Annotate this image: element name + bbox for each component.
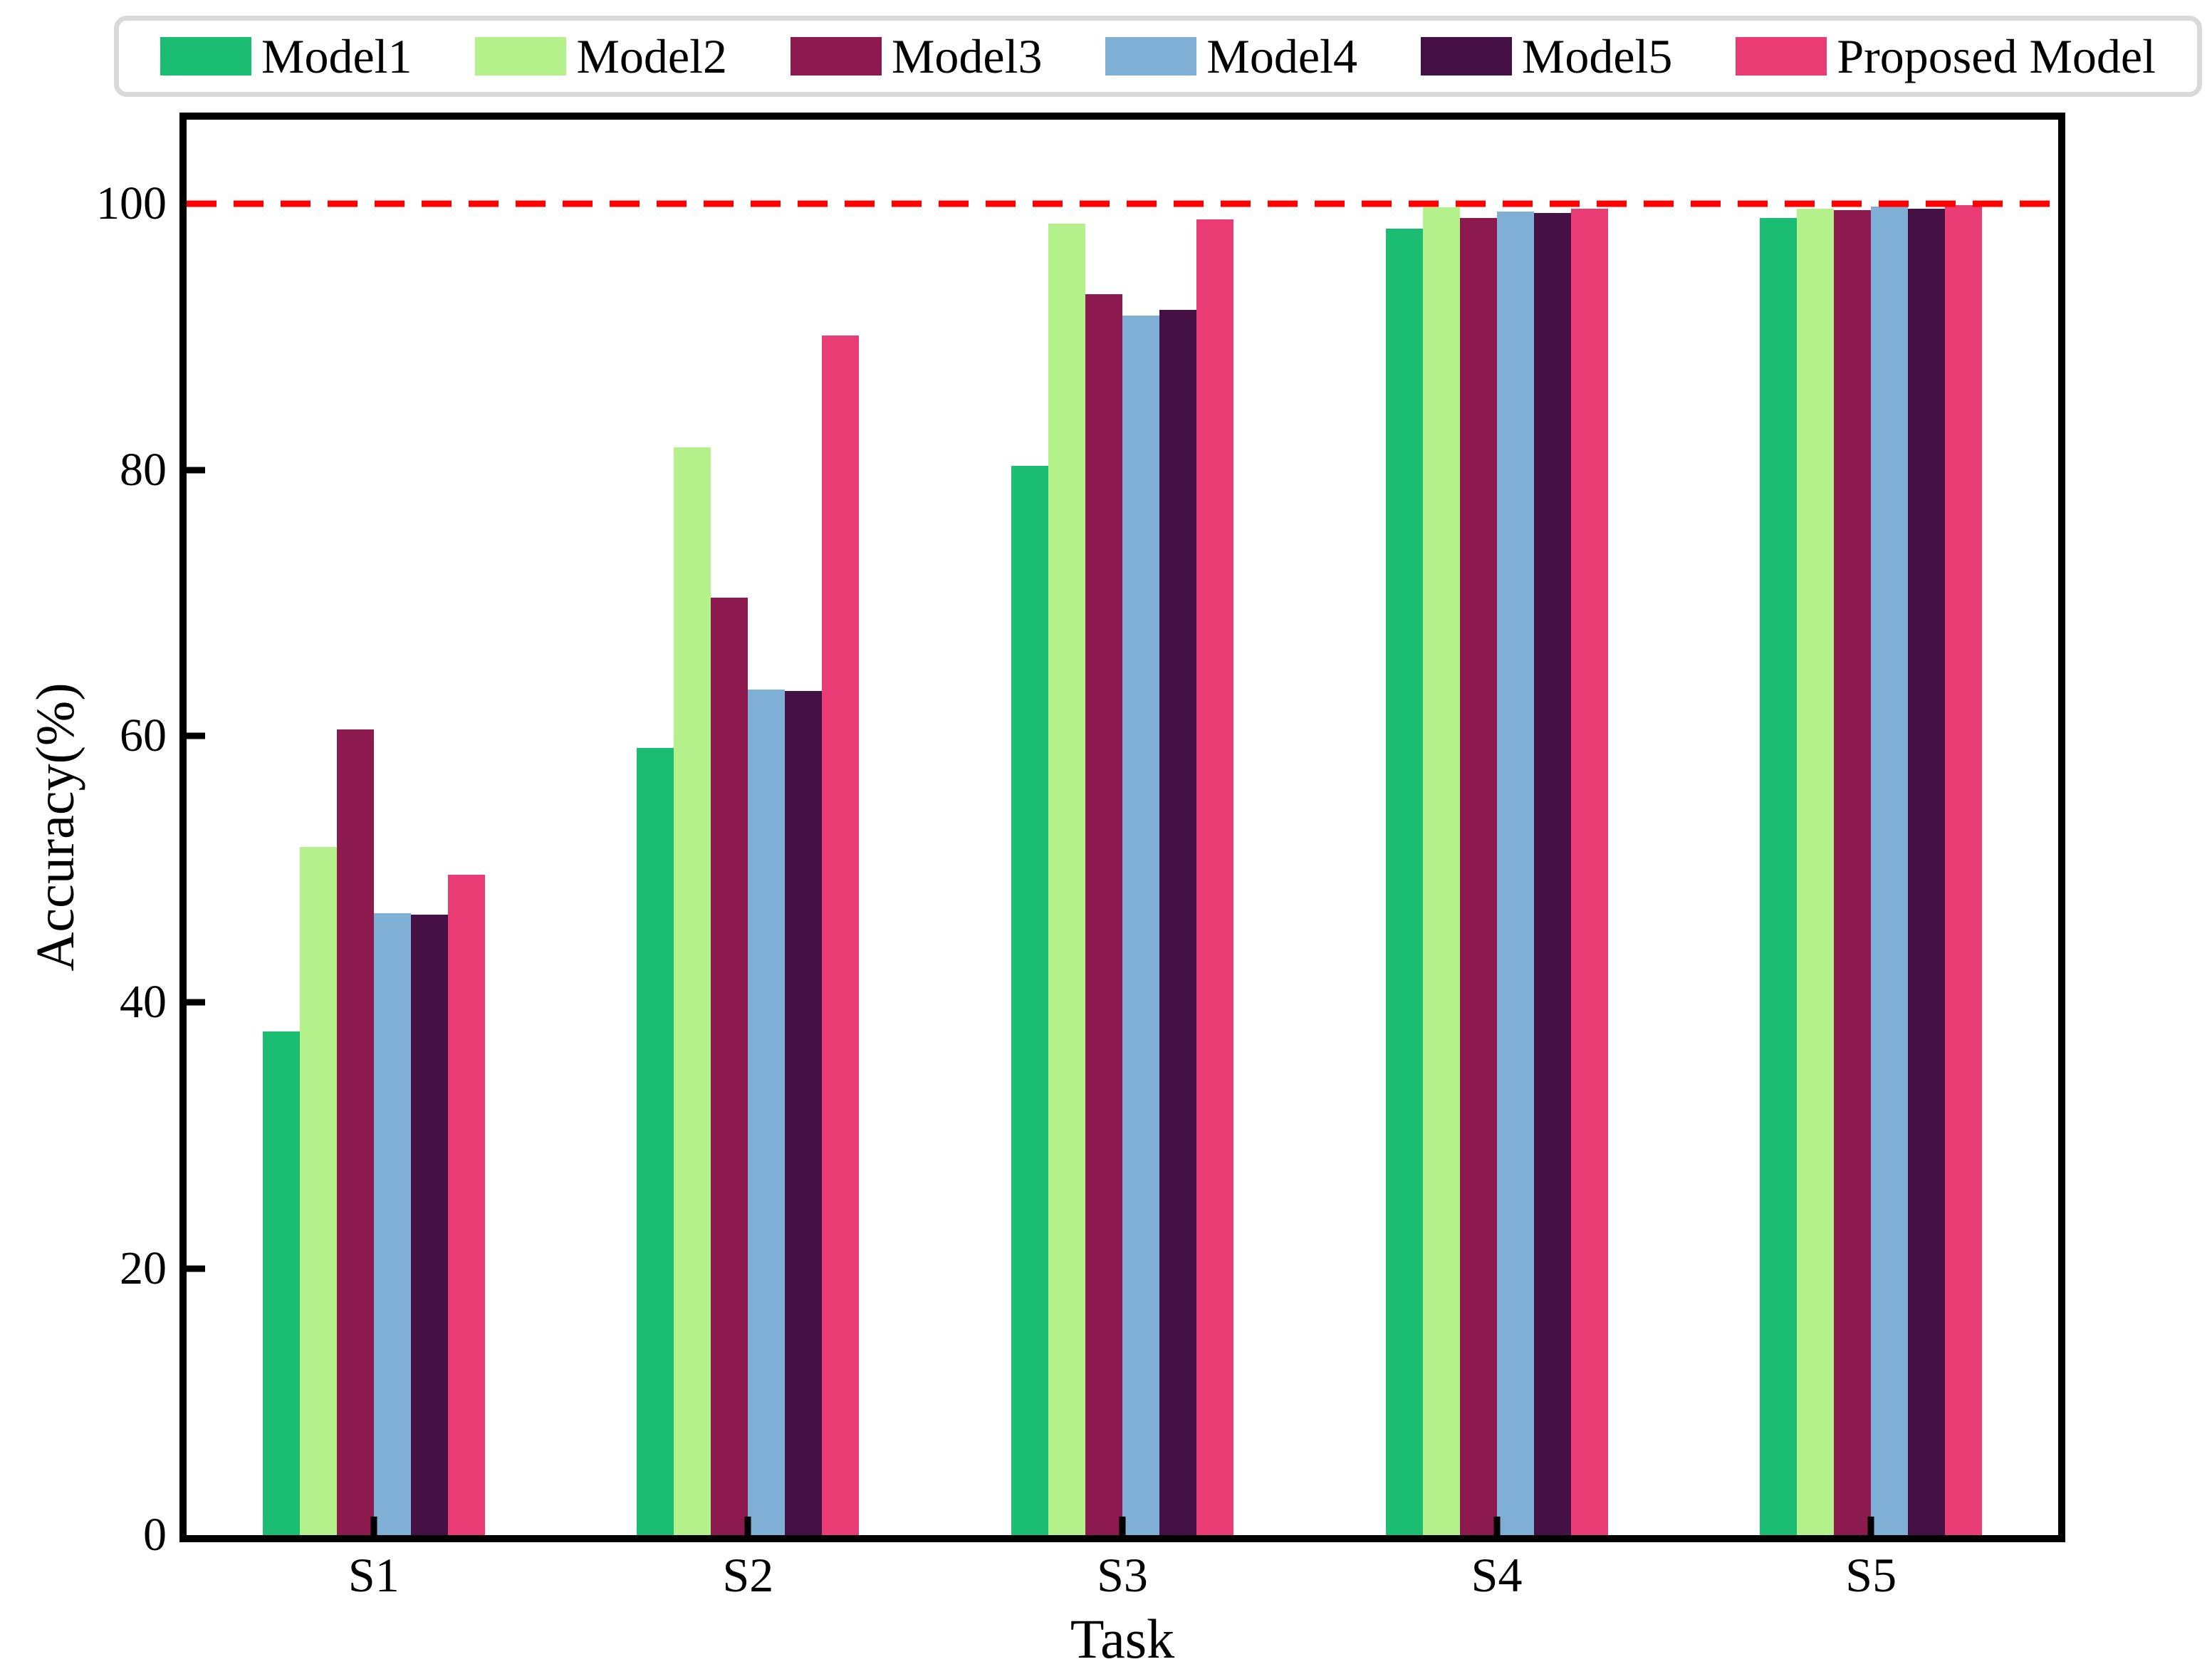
bar-model3-s3 xyxy=(1085,293,1122,1535)
bar-model3-s2 xyxy=(711,598,748,1535)
bar-model2-s1 xyxy=(299,846,337,1535)
bar-model2-s3 xyxy=(1048,223,1085,1535)
legend-swatch-model3 xyxy=(790,37,882,76)
x-tick-label-s2: S2 xyxy=(722,1548,774,1602)
bar-model4-s3 xyxy=(1122,315,1159,1535)
bar-model4-s4 xyxy=(1496,211,1534,1535)
bar-group-s5: S5 xyxy=(1684,120,2058,1599)
x-tick-label-s1: S1 xyxy=(348,1548,400,1602)
bar-model4-s2 xyxy=(748,690,786,1535)
y-tick-mark-20 xyxy=(187,1265,205,1272)
legend-label: Model2 xyxy=(576,29,728,83)
bar-model5-s1 xyxy=(410,914,448,1535)
bar-model3-s5 xyxy=(1834,210,1872,1535)
y-tick-label-40: 40 xyxy=(120,976,167,1029)
legend-item-model3: Model3 xyxy=(790,29,1043,83)
legend-item-model2: Model2 xyxy=(475,32,727,80)
y-tick-label-100: 100 xyxy=(96,177,167,229)
legend-swatch-model4 xyxy=(1105,37,1197,76)
bar-row xyxy=(1760,120,1983,1535)
legend-item-model1: Model1 xyxy=(160,32,412,80)
y-tick-label-0: 0 xyxy=(143,1509,167,1561)
bar-model1-s4 xyxy=(1385,229,1423,1535)
y-tick-mark-60 xyxy=(187,732,205,739)
bar-model1-s2 xyxy=(637,748,674,1535)
bar-proposed-model-s1 xyxy=(447,874,485,1535)
bar-model1-s5 xyxy=(1760,218,1798,1535)
bar-row xyxy=(1011,120,1233,1535)
bar-proposed-model-s4 xyxy=(1570,209,1608,1535)
bar-model5-s2 xyxy=(785,690,823,1535)
x-tick-label-s4: S4 xyxy=(1471,1548,1523,1602)
x-tick-mark-s4 xyxy=(1493,1517,1501,1535)
bar-group-s3: S3 xyxy=(935,120,1310,1599)
bar-proposed-model-s5 xyxy=(1945,204,1983,1535)
bar-row xyxy=(1385,120,1608,1535)
y-axis-title: Accuracy(%) xyxy=(26,682,85,972)
plot-area: S1 S2 S3 S4 S5 0 20 40 60 80 100 xyxy=(96,113,2065,1599)
x-tick-mark-s2 xyxy=(744,1517,751,1535)
reference-line-100 xyxy=(187,200,2058,207)
x-tick-label-s5: S5 xyxy=(1845,1548,1897,1602)
legend-item-model4: Model4 xyxy=(1105,32,1357,80)
legend: Model1 Model2 Model3 Model4 Model5 Proposed M… xyxy=(114,16,2202,97)
bar-proposed-model-s2 xyxy=(822,335,860,1535)
legend-item-proposed-model: Proposed Model xyxy=(1736,32,2156,80)
bar-model1-s3 xyxy=(1011,466,1048,1535)
legend-label: Model4 xyxy=(1206,29,1357,83)
legend-swatch-proposed-model xyxy=(1736,37,1827,76)
bar-model5-s5 xyxy=(1908,209,1946,1535)
bar-row xyxy=(637,120,860,1535)
legend-item-model5: Model5 xyxy=(1420,29,1673,83)
legend-label: Proposed Model xyxy=(1837,29,2156,83)
bar-model5-s3 xyxy=(1159,310,1196,1535)
bar-model4-s5 xyxy=(1871,206,1909,1535)
legend-swatch-model1 xyxy=(160,37,251,76)
legend-label: Model1 xyxy=(261,29,412,83)
legend-label: Model3 xyxy=(891,29,1043,83)
bar-proposed-model-s3 xyxy=(1196,219,1233,1535)
bar-model1-s1 xyxy=(262,1031,300,1535)
bar-model5-s4 xyxy=(1533,212,1571,1535)
y-tick-label-20: 20 xyxy=(120,1242,167,1295)
legend-swatch-model2 xyxy=(475,37,567,76)
bar-groups: S1 S2 S3 S4 S5 xyxy=(187,120,2058,1599)
x-axis-title: Task xyxy=(1070,1608,1175,1670)
legend-swatch-model5 xyxy=(1420,37,1512,76)
y-tick-mark-80 xyxy=(187,467,205,474)
bar-group-s2: S2 xyxy=(561,120,936,1599)
bar-model4-s1 xyxy=(373,913,411,1535)
bar-group-s4: S4 xyxy=(1310,120,1684,1599)
x-tick-mark-s5 xyxy=(1867,1517,1874,1535)
bar-row xyxy=(262,120,485,1535)
bar-model3-s1 xyxy=(336,729,374,1535)
bar-model2-s5 xyxy=(1797,209,1835,1535)
bar-model3-s4 xyxy=(1459,218,1497,1535)
bar-model2-s2 xyxy=(674,447,711,1535)
x-tick-mark-s1 xyxy=(370,1517,377,1535)
x-tick-mark-s3 xyxy=(1119,1517,1126,1535)
y-tick-label-80: 80 xyxy=(120,443,167,496)
bar-group-s1: S1 xyxy=(187,120,561,1599)
y-tick-mark-40 xyxy=(187,999,205,1006)
legend-label: Model5 xyxy=(1521,29,1673,83)
y-tick-label-60: 60 xyxy=(120,709,167,762)
bar-model2-s4 xyxy=(1422,207,1460,1535)
x-tick-label-s3: S3 xyxy=(1097,1548,1148,1602)
